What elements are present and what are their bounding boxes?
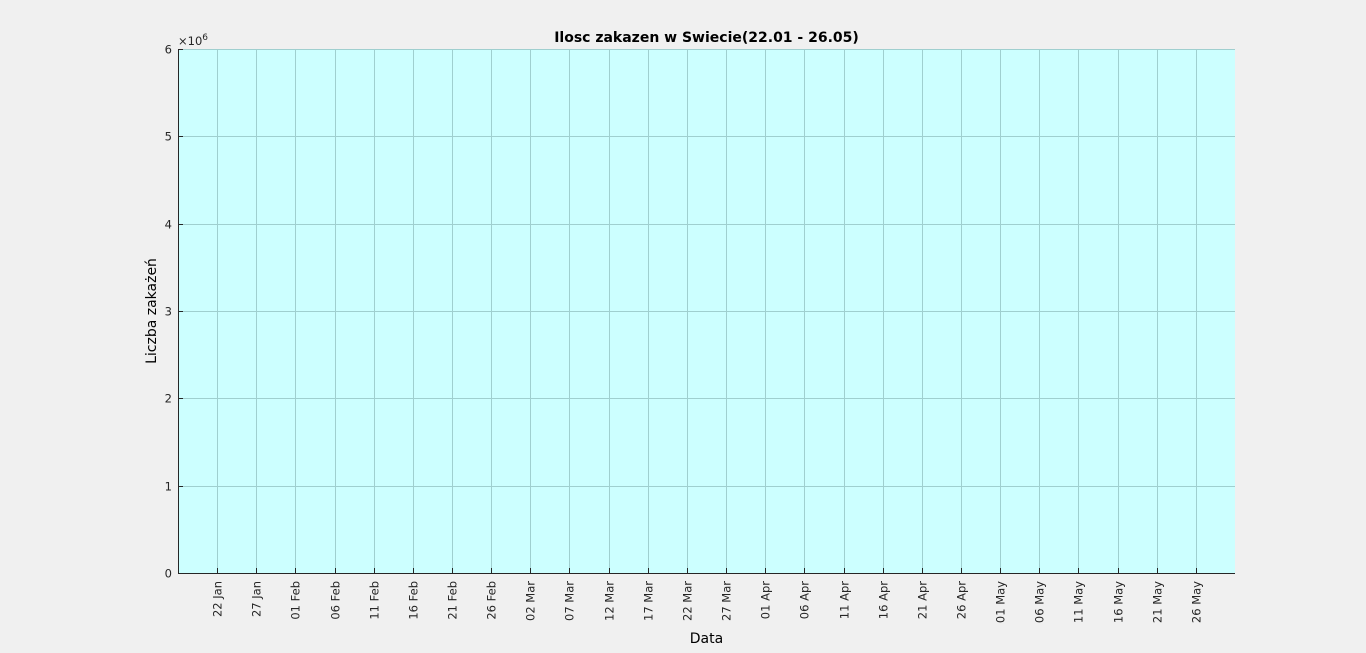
x-tick-label: 06 Feb <box>329 581 343 620</box>
y-tick-label: 6 <box>165 43 172 57</box>
y-tick-label: 4 <box>165 218 172 232</box>
x-tick-label: 07 Mar <box>563 581 577 621</box>
x-axis-label: Data <box>690 631 723 647</box>
x-tick-label: 21 Apr <box>916 581 930 619</box>
x-tick-label: 02 Mar <box>524 581 538 621</box>
x-tick-label: 22 Mar <box>681 581 695 621</box>
y-tick-labels: 0 1 2 3 4 5 6 <box>165 43 172 581</box>
y-tick-label: 3 <box>165 305 172 319</box>
x-tick-label: 06 Apr <box>798 581 812 619</box>
x-tick-label: 26 May <box>1190 581 1204 623</box>
y-axis-exponent: ×106 <box>178 33 208 48</box>
x-tick-label: 21 May <box>1151 581 1165 623</box>
x-tick-label: 12 Mar <box>603 581 617 621</box>
y-tick-label: 5 <box>165 130 172 144</box>
grid-lines <box>178 49 1235 573</box>
x-tick-label: 11 Apr <box>838 581 852 619</box>
y-axis-exponent-power: 6 <box>202 33 208 43</box>
x-tick-label: 27 Mar <box>720 581 734 621</box>
y-tick-label: 2 <box>165 392 172 406</box>
x-tick-label: 26 Apr <box>955 581 969 619</box>
x-tick-label: 01 Feb <box>289 581 303 620</box>
x-tick-label: 11 Feb <box>368 581 382 620</box>
x-tick-label: 06 May <box>1033 581 1047 623</box>
x-tick-label: 01 May <box>994 581 1008 623</box>
x-tick-label: 01 Apr <box>759 581 773 619</box>
x-tick-label: 16 May <box>1112 581 1126 623</box>
y-tick-label: 1 <box>165 480 172 494</box>
x-tick-label: 17 Mar <box>642 581 656 621</box>
x-tick-label: 22 Jan <box>211 581 225 617</box>
y-axis-label: Liczba zakażeń <box>144 258 160 364</box>
y-tick-label: 0 <box>165 567 172 581</box>
x-tick-labels: 22 Jan 27 Jan 01 Feb 06 Feb 11 Feb 16 Feb 21 F… <box>211 581 1204 623</box>
x-tick-label: 26 Feb <box>485 581 499 620</box>
x-tick-label: 16 Feb <box>407 581 421 620</box>
x-tick-label: 11 May <box>1072 581 1086 623</box>
y-axis-exponent-base: ×10 <box>178 34 202 48</box>
x-tick-label: 27 Jan <box>250 581 264 617</box>
x-tick-label: 16 Apr <box>877 581 891 619</box>
x-tick-label: 21 Feb <box>446 581 460 620</box>
chart-title: Ilosc zakazen w Swiecie(22.01 - 26.05) <box>554 30 859 46</box>
axes <box>178 49 1235 574</box>
